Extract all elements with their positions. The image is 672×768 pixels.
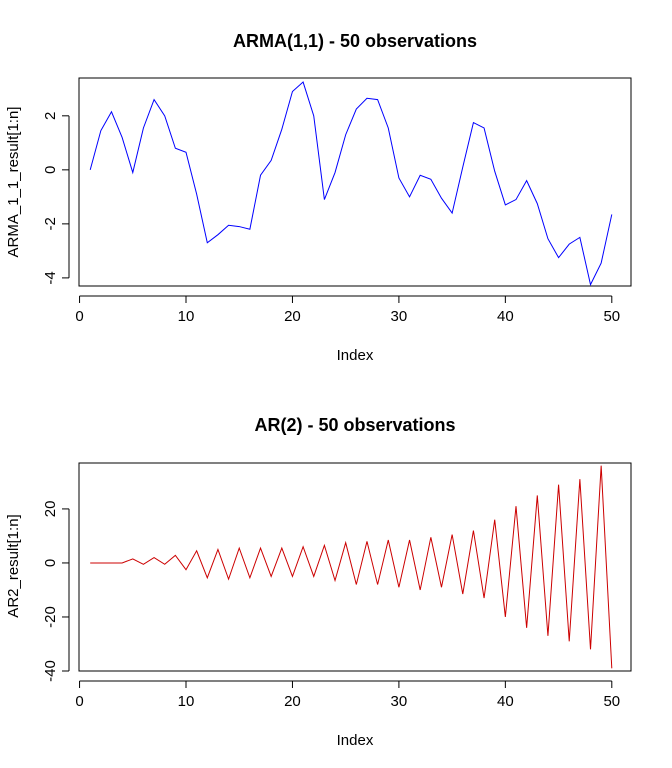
arma-y-tick-label: -4: [42, 271, 59, 284]
arma-chart-title: ARMA(1,1) - 50 observations: [233, 31, 477, 51]
ar2-x-tick-label: 0: [75, 693, 83, 710]
arma-x-tick-label: 0: [75, 308, 83, 325]
ar2-plot-frame: [78, 462, 632, 672]
ar2-chart-panel: AR(2) - 50 observations Index AR2_result…: [5, 415, 632, 749]
ar2-y-axis: -40 -20 0 20: [42, 501, 70, 682]
ar2-x-tick-label: 30: [391, 693, 408, 710]
arma-x-axis: 0 10 20 30 40 50: [75, 295, 620, 325]
arma-y-tick-label: -2: [42, 217, 59, 230]
arma-series-line: [89, 81, 613, 287]
ar2-series-line: [90, 465, 613, 669]
arma-x-tick-label: 50: [603, 308, 620, 325]
ar2-y-axis-label: AR2_result[1:n]: [5, 514, 22, 617]
ar2-x-axis-label: Index: [337, 732, 374, 749]
arma-x-tick-label: 30: [391, 308, 408, 325]
ar2-y-tick-label: -20: [42, 606, 59, 628]
ar2-x-tick-label: 10: [178, 693, 195, 710]
ar2-x-axis: 0 10 20 30 40 50: [75, 680, 620, 710]
arma-chart-panel: ARMA(1,1) - 50 observations Index ARMA_1…: [5, 31, 632, 364]
arma-x-tick-label: 10: [178, 308, 195, 325]
ar2-x-tick-label: 50: [603, 693, 620, 710]
ar2-chart-title: AR(2) - 50 observations: [254, 415, 455, 435]
arma-x-tick-label: 40: [497, 308, 514, 325]
ar2-y-tick-label: -40: [42, 660, 59, 682]
ar2-x-tick-label: 40: [497, 693, 514, 710]
arma-y-axis-label: ARMA_1_1_result[1:n]: [5, 107, 22, 258]
ar2-y-tick-label: 0: [42, 559, 59, 567]
arma-x-tick-label: 20: [284, 308, 301, 325]
arma-y-axis: -4 -2 0 2: [42, 112, 70, 285]
ar2-y-tick-label: 20: [42, 501, 59, 518]
arma-y-tick-label: 2: [42, 112, 59, 120]
ar2-x-tick-label: 20: [284, 693, 301, 710]
arma-plot-frame: [78, 77, 632, 287]
arma-x-axis-label: Index: [337, 347, 374, 364]
arma-y-tick-label: 0: [42, 166, 59, 174]
